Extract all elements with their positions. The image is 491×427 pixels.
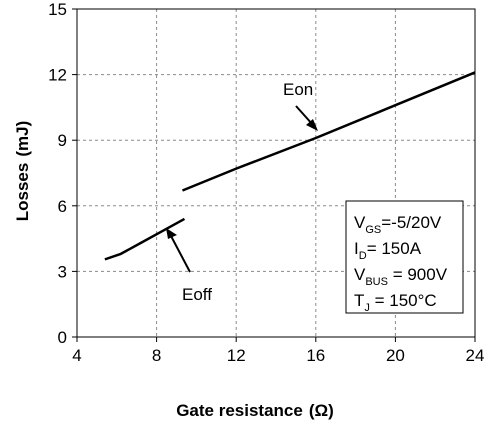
eoff-annotation-arrow-shaft bbox=[171, 236, 190, 272]
x-tick-label: 8 bbox=[152, 346, 161, 365]
x-tick-label: 12 bbox=[227, 346, 246, 365]
x-axis-title: Gate resistance (Ω) bbox=[176, 401, 334, 420]
eon-annotation-label: Eon bbox=[283, 80, 313, 99]
eoff-annotation-arrowhead bbox=[166, 228, 177, 239]
x-tick-label: 20 bbox=[386, 346, 405, 365]
x-tick-label: 4 bbox=[72, 346, 81, 365]
y-tick-label: 3 bbox=[58, 262, 67, 281]
x-tick-label: 16 bbox=[306, 346, 325, 365]
y-axis-title: Losses(mJ) bbox=[13, 121, 32, 222]
y-tick-label: 0 bbox=[58, 328, 67, 347]
y-tick-label: 9 bbox=[58, 131, 67, 150]
y-tick-label: 12 bbox=[48, 66, 67, 85]
series-line-eon bbox=[182, 72, 475, 190]
x-axis-ticks: 4 8 12 16 20 24 bbox=[72, 337, 484, 365]
y-tick-label: 6 bbox=[58, 197, 67, 216]
y-tick-label: 15 bbox=[48, 0, 67, 19]
y-axis-ticks: 0 3 6 9 12 15 bbox=[48, 0, 77, 347]
x-tick-label: 24 bbox=[466, 346, 485, 365]
eoff-annotation-label: Eoff bbox=[182, 285, 212, 304]
